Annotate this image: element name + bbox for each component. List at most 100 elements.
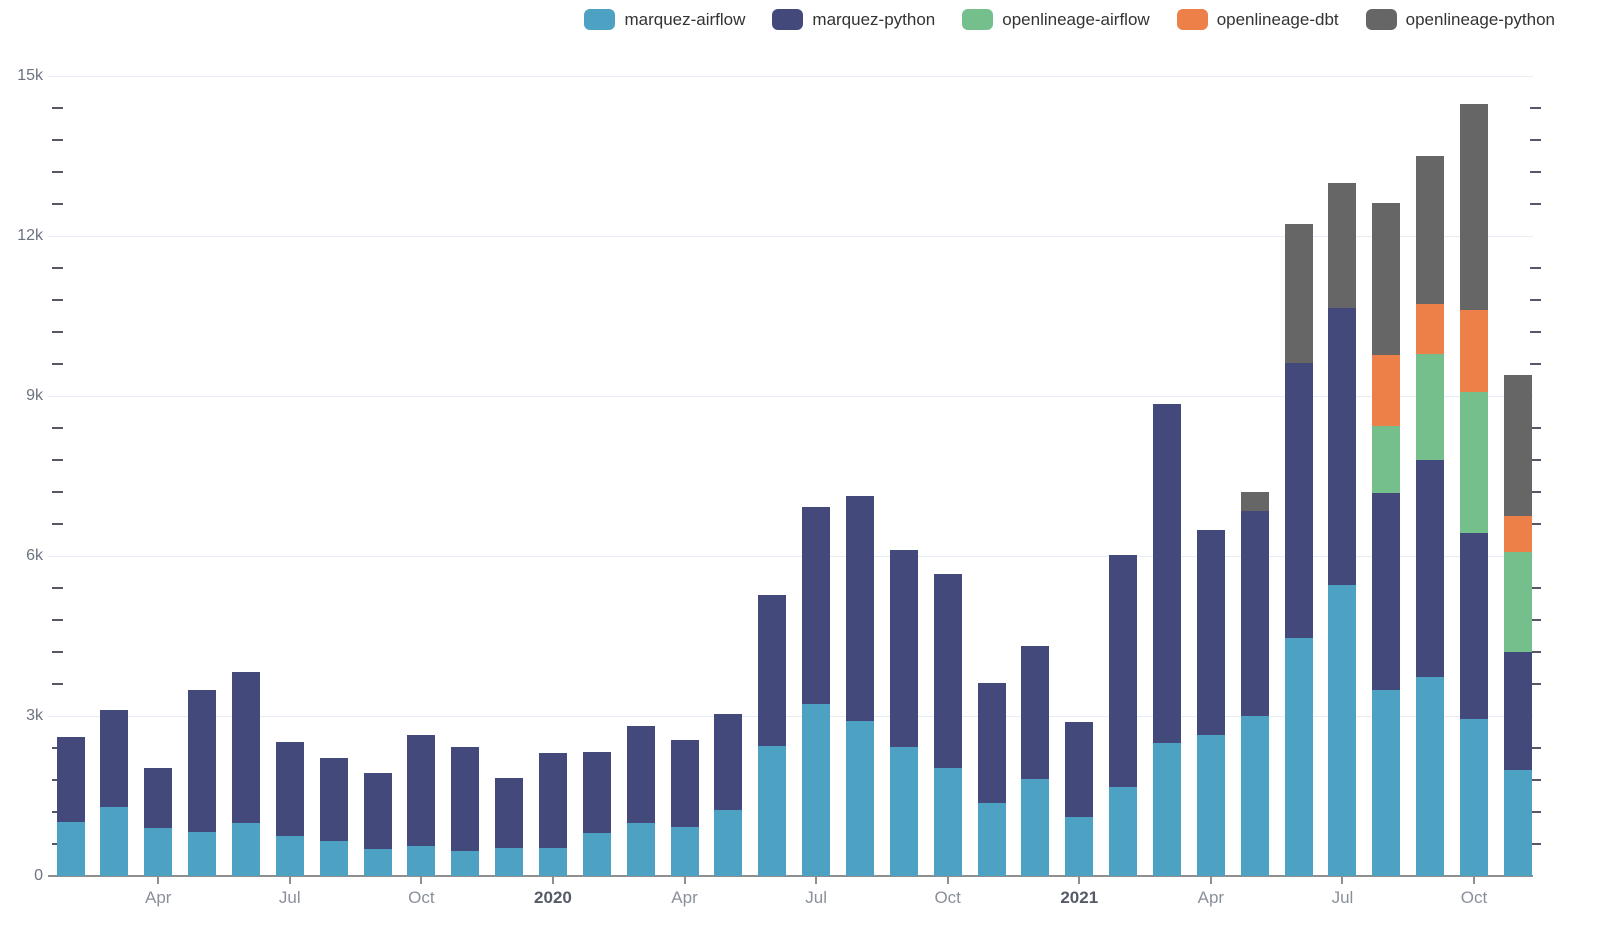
bar-segment-openlineage-python[interactable]	[1240, 491, 1269, 511]
bar-2021-03[interactable]	[1153, 403, 1181, 876]
bar-segment-openlineage-dbt[interactable]	[1372, 355, 1401, 426]
bar-segment-marquez-airflow[interactable]	[1372, 690, 1401, 876]
bar-segment-openlineage-dbt[interactable]	[1503, 515, 1532, 552]
legend-item-marquez-python[interactable]: marquez-python	[772, 9, 935, 30]
bar-segment-marquez-airflow[interactable]	[1196, 735, 1225, 876]
bar-segment-marquez-airflow[interactable]	[363, 848, 392, 876]
bar-segment-marquez-python[interactable]	[845, 496, 874, 722]
bar-segment-openlineage-airflow[interactable]	[1503, 551, 1532, 653]
bar-2020-10[interactable]	[933, 573, 962, 876]
bar-2020-05[interactable]	[714, 713, 743, 876]
bar-segment-marquez-airflow[interactable]	[1240, 716, 1269, 876]
legend-item-openlineage-airflow[interactable]: openlineage-airflow	[962, 9, 1150, 30]
bar-segment-openlineage-python[interactable]	[1284, 224, 1313, 364]
bar-segment-marquez-python[interactable]	[758, 594, 787, 747]
bar-segment-marquez-python[interactable]	[1065, 721, 1094, 817]
bar-segment-openlineage-airflow[interactable]	[1416, 354, 1445, 461]
bar-segment-marquez-airflow[interactable]	[714, 810, 743, 876]
bar-segment-marquez-airflow[interactable]	[495, 848, 524, 876]
bar-2020-12[interactable]	[1021, 645, 1050, 876]
bar-segment-marquez-airflow[interactable]	[1021, 779, 1050, 876]
bar-segment-openlineage-python[interactable]	[1416, 155, 1445, 305]
bar-segment-marquez-airflow[interactable]	[451, 851, 480, 876]
bar-2020-02[interactable]	[582, 751, 611, 876]
bar-segment-marquez-airflow[interactable]	[889, 746, 918, 876]
bar-2020-08[interactable]	[845, 496, 874, 876]
bar-segment-marquez-python[interactable]	[56, 736, 85, 822]
bar-2019-12[interactable]	[495, 777, 524, 876]
bar-segment-marquez-airflow[interactable]	[319, 841, 348, 876]
bar-segment-marquez-airflow[interactable]	[231, 822, 260, 876]
bar-2021-09[interactable]	[1416, 155, 1445, 876]
bar-segment-marquez-python[interactable]	[1021, 645, 1050, 780]
bar-segment-marquez-python[interactable]	[1416, 460, 1445, 678]
bar-segment-marquez-airflow[interactable]	[582, 833, 611, 876]
bar-2021-06[interactable]	[1284, 224, 1313, 876]
bar-segment-marquez-airflow[interactable]	[845, 721, 874, 876]
bar-segment-marquez-airflow[interactable]	[1328, 584, 1357, 876]
bar-2019-02[interactable]	[56, 736, 85, 876]
bar-segment-marquez-airflow[interactable]	[758, 746, 787, 876]
bar-segment-openlineage-dbt[interactable]	[1416, 304, 1445, 355]
bar-segment-marquez-python[interactable]	[451, 746, 480, 852]
bar-segment-marquez-python[interactable]	[1372, 493, 1401, 691]
bar-segment-marquez-python[interactable]	[714, 713, 743, 811]
bar-2020-06[interactable]	[758, 594, 787, 876]
bar-segment-marquez-python[interactable]	[1328, 307, 1357, 585]
bar-2020-03[interactable]	[626, 725, 655, 876]
bar-2021-11[interactable]	[1503, 374, 1532, 876]
bar-segment-marquez-python[interactable]	[626, 725, 655, 824]
bar-segment-marquez-python[interactable]	[1109, 555, 1138, 787]
bar-segment-marquez-airflow[interactable]	[275, 836, 304, 876]
bar-segment-marquez-airflow[interactable]	[933, 767, 962, 876]
bar-2021-05[interactable]	[1240, 491, 1269, 876]
legend-item-marquez-airflow[interactable]: marquez-airflow	[584, 9, 745, 30]
bar-2021-07[interactable]	[1328, 182, 1357, 876]
legend-item-openlineage-python[interactable]: openlineage-python	[1365, 9, 1555, 30]
bar-segment-marquez-airflow[interactable]	[1153, 742, 1181, 876]
bar-segment-marquez-python[interactable]	[495, 777, 524, 849]
bar-segment-marquez-python[interactable]	[889, 550, 918, 747]
bar-segment-marquez-python[interactable]	[670, 740, 699, 828]
bar-2020-01[interactable]	[538, 753, 567, 876]
bar-segment-marquez-python[interactable]	[275, 741, 304, 836]
bar-segment-marquez-python[interactable]	[319, 758, 348, 842]
bar-2019-03[interactable]	[100, 710, 129, 876]
bar-2019-11[interactable]	[451, 746, 480, 876]
bar-2021-10[interactable]	[1460, 103, 1489, 876]
bar-segment-openlineage-python[interactable]	[1460, 103, 1489, 310]
bar-segment-openlineage-python[interactable]	[1328, 182, 1357, 308]
bar-segment-marquez-airflow[interactable]	[977, 803, 1006, 876]
bar-segment-marquez-airflow[interactable]	[1503, 770, 1532, 876]
bar-segment-marquez-airflow[interactable]	[802, 703, 831, 876]
bar-2021-01[interactable]	[1065, 721, 1094, 876]
bar-2019-08[interactable]	[319, 758, 348, 876]
bar-segment-marquez-python[interactable]	[144, 767, 173, 828]
bar-segment-marquez-python[interactable]	[582, 751, 611, 834]
bar-2019-09[interactable]	[363, 772, 392, 876]
bar-2020-11[interactable]	[977, 683, 1006, 876]
bar-segment-marquez-airflow[interactable]	[188, 831, 217, 876]
bar-2019-06[interactable]	[231, 672, 260, 876]
bar-segment-openlineage-python[interactable]	[1372, 202, 1401, 356]
bar-segment-openlineage-dbt[interactable]	[1460, 309, 1489, 392]
bar-2019-05[interactable]	[188, 689, 217, 876]
bar-segment-marquez-python[interactable]	[1240, 510, 1269, 716]
bar-segment-marquez-python[interactable]	[1284, 363, 1313, 639]
bar-segment-marquez-python[interactable]	[538, 753, 567, 848]
bar-segment-marquez-airflow[interactable]	[538, 848, 567, 876]
bar-segment-marquez-airflow[interactable]	[1460, 718, 1489, 876]
bar-segment-marquez-airflow[interactable]	[626, 823, 655, 876]
bar-2019-04[interactable]	[144, 767, 173, 876]
bar-2019-10[interactable]	[407, 735, 436, 876]
bar-segment-marquez-python[interactable]	[407, 735, 436, 847]
bar-2021-02[interactable]	[1109, 555, 1138, 876]
bar-2021-04[interactable]	[1196, 530, 1225, 876]
bar-segment-marquez-airflow[interactable]	[1109, 786, 1138, 876]
bar-segment-marquez-python[interactable]	[1196, 530, 1225, 736]
bar-segment-marquez-python[interactable]	[231, 672, 260, 823]
bar-segment-marquez-airflow[interactable]	[670, 827, 699, 876]
bar-segment-openlineage-python[interactable]	[1503, 374, 1532, 516]
bar-segment-marquez-python[interactable]	[1153, 403, 1181, 743]
bar-segment-marquez-airflow[interactable]	[1065, 816, 1094, 876]
